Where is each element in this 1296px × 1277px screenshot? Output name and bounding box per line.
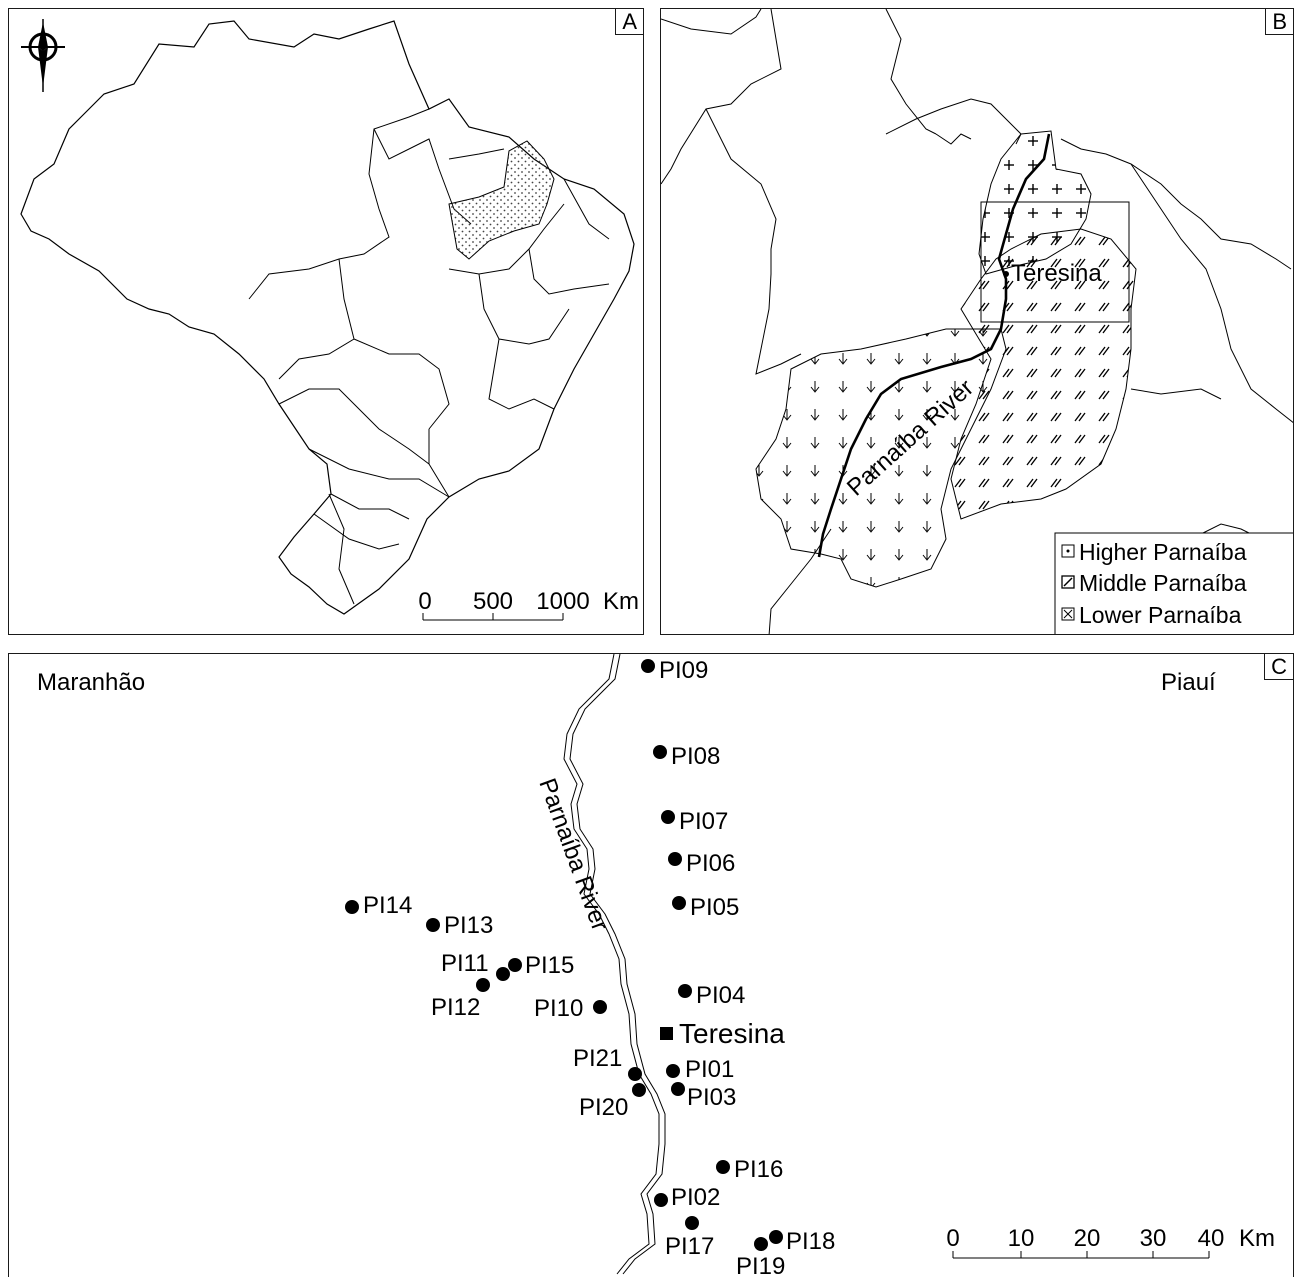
- site-pi12: PI12: [431, 978, 490, 1021]
- scale-a-tick-2: 1000: [536, 588, 589, 615]
- scale-bar-a: 0 500 1000 Km: [418, 588, 639, 621]
- panel-c-sites-map: Parnaíba River Maranhão Piauí Teresina P…: [8, 653, 1294, 1277]
- site-pi09: PI09: [641, 657, 708, 684]
- site-label-pi17: PI17: [665, 1233, 714, 1260]
- sites-layer: PI09 PI08 PI07 PI06 PI05 PI14 PI13 PI15 …: [345, 657, 835, 1277]
- site-label-pi14: PI14: [363, 892, 412, 919]
- panel-a-label: A: [615, 9, 643, 35]
- teresina-label-b: Teresina: [1011, 260, 1102, 287]
- site-label-pi16: PI16: [734, 1156, 783, 1183]
- site-pi05: PI05: [672, 894, 739, 921]
- site-label-pi01: PI01: [685, 1056, 734, 1083]
- scale-a-tick-1: 500: [473, 588, 513, 615]
- site-pi19: PI19: [736, 1237, 785, 1277]
- study-area-box: [980, 201, 1130, 323]
- site-pi17: PI17: [665, 1216, 714, 1260]
- site-pi10: PI10: [534, 995, 607, 1022]
- site-pi14: PI14: [345, 892, 412, 919]
- site-pi20: PI20: [579, 1083, 646, 1121]
- state-maranhao: Maranhão: [37, 669, 145, 696]
- site-pi07: PI07: [661, 808, 728, 835]
- site-pi03: PI03: [671, 1082, 736, 1111]
- site-label-pi11: PI11: [441, 950, 489, 977]
- site-label-pi04: PI04: [696, 982, 745, 1009]
- site-pi15: PI15: [508, 952, 574, 979]
- site-pi04: PI04: [678, 982, 745, 1009]
- site-pi08: PI08: [653, 743, 720, 770]
- parnaiba-river-channel: [563, 654, 666, 1275]
- scale-c-unit: Km: [1239, 1225, 1275, 1252]
- parnaiba-river-line: [817, 133, 1051, 558]
- scale-c-tick-2: 20: [1074, 1225, 1101, 1252]
- legend-higher: Higher Parnaíba: [1079, 539, 1247, 565]
- river-label-c: Parnaíba River: [533, 775, 613, 935]
- scale-bar-c: 0 10 20 30 40 Km: [946, 1225, 1275, 1259]
- scale-c-tick-3: 30: [1140, 1225, 1167, 1252]
- site-label-pi18: PI18: [786, 1228, 835, 1255]
- site-label-pi08: PI08: [671, 743, 720, 770]
- site-pi21: PI21: [573, 1045, 642, 1081]
- scale-a-unit: Km: [603, 588, 639, 615]
- site-label-pi09: PI09: [659, 657, 708, 684]
- site-pi11: PI11: [441, 950, 510, 981]
- site-label-pi07: PI07: [679, 808, 728, 835]
- scale-c-tick-1: 10: [1008, 1225, 1035, 1252]
- panel-b-label: B: [1265, 9, 1293, 35]
- site-pi06: PI06: [668, 850, 735, 877]
- scale-a-tick-0: 0: [418, 588, 431, 615]
- state-piaui: Piauí: [1161, 669, 1216, 696]
- site-label-pi10: PI10: [534, 995, 583, 1022]
- site-label-pi03: PI03: [687, 1084, 736, 1111]
- panel-a-brazil-map: 0 500 1000 Km A: [8, 8, 644, 635]
- lower-parnaiba-region: [755, 328, 1007, 588]
- site-label-pi02: PI02: [671, 1184, 720, 1211]
- site-label-pi12: PI12: [431, 994, 480, 1021]
- site-pi18: PI18: [769, 1228, 835, 1255]
- brazil-map-svg: 0 500 1000 Km: [20, 19, 639, 621]
- panel-b-basin-map: Teresina Parnaíba River Higher Parnaíba …: [660, 8, 1294, 635]
- legend-lower: Lower Parnaíba: [1079, 602, 1242, 628]
- site-pi16: PI16: [716, 1156, 783, 1183]
- site-label-pi20: PI20: [579, 1094, 628, 1121]
- site-pi01: PI01: [666, 1056, 734, 1083]
- site-label-pi13: PI13: [444, 912, 493, 939]
- sites-map-svg: Parnaíba River Maranhão Piauí Teresina P…: [37, 654, 1275, 1277]
- scale-c-tick-0: 0: [946, 1225, 959, 1252]
- site-label-pi19: PI19: [736, 1253, 785, 1277]
- site-label-pi05: PI05: [690, 894, 739, 921]
- highlighted-state: [448, 140, 555, 260]
- scale-c-tick-4: 40: [1198, 1225, 1225, 1252]
- site-label-pi06: PI06: [686, 850, 735, 877]
- site-label-pi21: PI21: [573, 1045, 622, 1072]
- site-pi13: PI13: [426, 912, 493, 939]
- panel-c-label: C: [1264, 654, 1293, 680]
- teresina-marker: [660, 1027, 673, 1040]
- site-label-pi15: PI15: [525, 952, 574, 979]
- legend-middle: Middle Parnaíba: [1079, 570, 1247, 596]
- basin-map-svg: Teresina Parnaíba River Higher Parnaíba …: [661, 9, 1293, 634]
- site-pi02: PI02: [654, 1184, 720, 1211]
- legend: Higher Parnaíba Middle Parnaíba Lower Pa…: [1054, 532, 1293, 634]
- teresina-label-c: Teresina: [679, 1018, 785, 1049]
- teresina-dot: [1003, 271, 1009, 277]
- state-borders: [248, 108, 610, 605]
- north-arrow-icon: [21, 19, 65, 92]
- brazil-outline: [20, 20, 635, 615]
